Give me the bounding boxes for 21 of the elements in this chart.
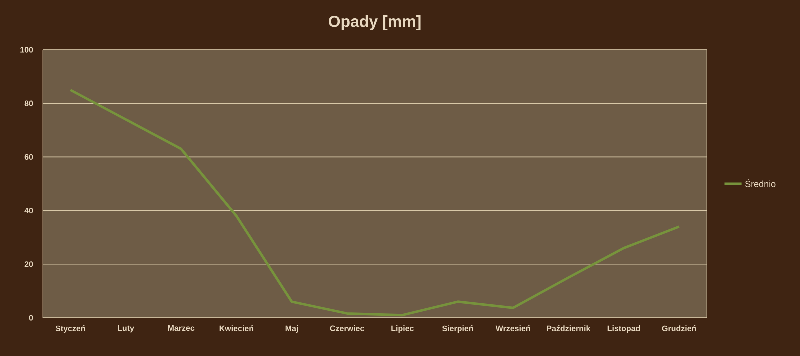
x-tick-label: Luty: [118, 326, 134, 333]
x-tick-label: Styczeń: [56, 326, 86, 334]
x-tick-label: Sierpień: [442, 326, 474, 334]
y-tick-label: 60: [24, 154, 34, 160]
legend-label: Średnio: [745, 179, 776, 188]
y-tick-label: 0: [29, 315, 34, 321]
x-tick-label: Grudzień: [662, 326, 696, 332]
x-tick-label: Maj: [286, 326, 298, 333]
y-tick-label: 40: [24, 208, 34, 214]
x-tick-label: Lipiec: [392, 326, 414, 333]
x-tick-label: Marzec: [168, 326, 195, 332]
x-tick-label: Czerwiec: [330, 326, 364, 332]
line-series: [69, 88, 681, 317]
x-tick-label: Październik: [547, 326, 591, 332]
chart-title: Opady [mm]: [328, 16, 421, 30]
x-tick-label: Kwiecień: [220, 326, 254, 332]
x-tick-label: Wrzesień: [496, 326, 530, 332]
x-tick-label: Listopad: [608, 326, 640, 333]
y-tick-label: 20: [24, 262, 34, 268]
y-tick-label: 100: [20, 47, 34, 53]
y-tick-label: 80: [24, 100, 34, 106]
